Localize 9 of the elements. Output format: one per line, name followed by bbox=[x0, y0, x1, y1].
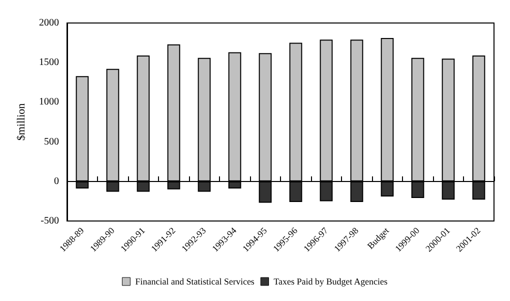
y-tick-label: 0 bbox=[54, 176, 59, 187]
legend-label: Financial and Statistical Services bbox=[135, 276, 255, 286]
y-tick-label: -500 bbox=[40, 216, 59, 226]
y-tick-label: 1000 bbox=[39, 96, 59, 108]
legend-label: Taxes Paid by Budget Agencies bbox=[274, 276, 388, 286]
y-axis-title: $million bbox=[16, 102, 28, 141]
y-tick-label: 500 bbox=[44, 136, 59, 148]
y-tick-label: 2000 bbox=[39, 18, 59, 28]
y-tick-label: 1500 bbox=[39, 57, 59, 68]
